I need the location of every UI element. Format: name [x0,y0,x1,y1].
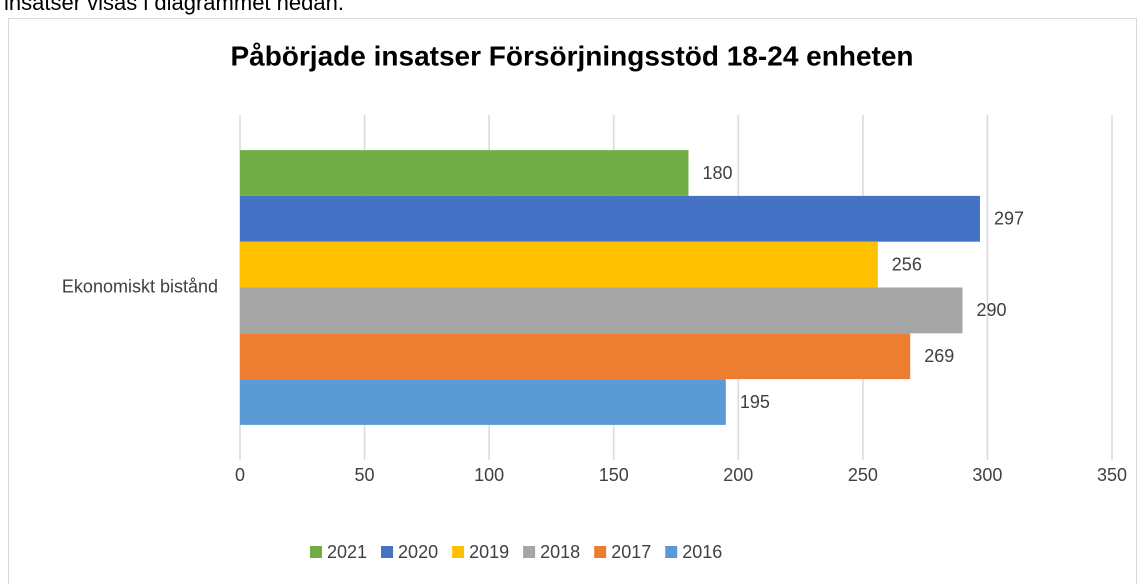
data-label: 195 [740,392,770,412]
bar [240,150,689,196]
data-label: 269 [924,346,954,366]
body-text: insatser visas i diagrammet nedan. [4,0,344,15]
bar [240,195,980,242]
x-tick-label: 300 [972,465,1002,485]
x-tick-label: 200 [723,465,753,485]
legend-swatch [665,546,678,558]
legend-label: 2017 [611,542,651,562]
legend-swatch [310,546,322,558]
legend-label: 2019 [469,542,509,562]
legend-label: 2020 [398,542,438,562]
bar [240,333,911,380]
x-tick-label: 150 [599,465,629,485]
legend-swatch [381,546,394,558]
legend-label: 2021 [327,542,367,562]
x-tick-label: 250 [848,465,878,485]
legend-swatch [523,546,536,558]
x-tick-label: 100 [474,465,504,485]
data-label: 290 [977,300,1007,320]
chart-title: Påbörjade insatser Försörjningsstöd 18-2… [230,40,913,71]
data-label: 297 [994,209,1024,229]
y-tick-label: Ekonomiskt bistånd [62,276,218,296]
x-tick-label: 0 [235,465,245,485]
legend-label: 2016 [682,542,722,562]
x-tick-label: 50 [355,465,375,485]
legend-swatch [594,546,607,558]
data-label: 180 [702,163,732,183]
legend-label: 2018 [540,542,580,562]
legend-swatch [452,546,465,558]
bar [240,379,726,425]
bar [240,287,963,334]
bar [240,241,878,288]
data-label: 256 [892,254,922,274]
x-tick-label: 350 [1097,465,1127,485]
